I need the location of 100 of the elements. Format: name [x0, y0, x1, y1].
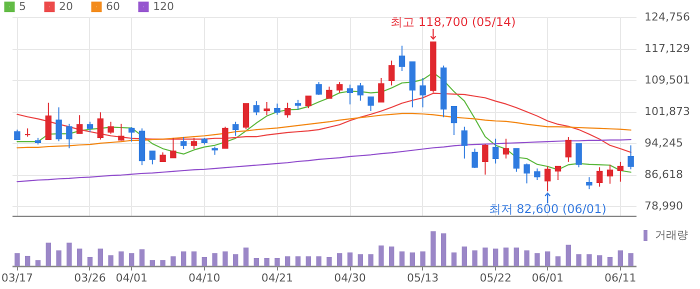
bar	[56, 250, 62, 266]
x-tick-label: 05/22	[480, 272, 512, 284]
bar	[14, 253, 20, 266]
candlestick	[284, 102, 291, 118]
bar	[285, 256, 290, 266]
bar	[170, 256, 176, 266]
y-tick-label: 117,129	[644, 42, 690, 56]
x-tick-label: 04/21	[261, 272, 294, 284]
bar	[46, 242, 51, 266]
candlestick	[502, 138, 510, 160]
candlestick	[472, 148, 478, 169]
bar	[254, 258, 259, 266]
candlestick	[190, 137, 198, 150]
x-tick-label: 06/01	[532, 272, 564, 284]
candlestick	[482, 144, 488, 176]
bar	[233, 254, 238, 266]
y-tick-label: 109,501	[644, 74, 690, 87]
x-tick-label: 04/30	[334, 272, 366, 284]
candlestick	[368, 96, 374, 112]
bar	[368, 254, 374, 266]
candlestick	[149, 150, 156, 165]
candlestick	[576, 143, 582, 168]
bar	[306, 256, 311, 266]
annotation: 최저 82,600 (06/01)	[488, 202, 606, 216]
candlestick	[534, 168, 540, 181]
bar	[493, 248, 498, 266]
candlestick	[336, 82, 343, 94]
bar	[586, 254, 592, 266]
candlestick	[565, 136, 572, 162]
line-series	[16, 72, 632, 173]
x-tick-label: 05/13	[406, 272, 439, 284]
candlestick	[524, 163, 530, 184]
legend-label: 60	[106, 0, 120, 13]
candlestick	[554, 166, 562, 181]
legend-label: 5	[19, 0, 26, 13]
candlestick	[97, 112, 104, 140]
candlestick	[66, 123, 72, 149]
candlestick	[14, 129, 20, 140]
candlestick	[274, 103, 280, 116]
bar	[399, 251, 405, 266]
bar	[264, 258, 270, 266]
bar	[410, 252, 415, 266]
candlestick	[242, 103, 250, 130]
line-series	[16, 92, 632, 153]
candlestick	[118, 123, 124, 142]
bar	[98, 248, 103, 266]
bar	[118, 251, 124, 266]
candlestick	[45, 102, 52, 140]
y-tick-label: 78,990	[644, 200, 683, 213]
candlestick	[305, 96, 312, 109]
candlestick	[346, 84, 354, 105]
bar	[347, 252, 353, 266]
bar	[316, 256, 322, 266]
bar	[108, 255, 114, 266]
bar	[295, 256, 301, 266]
bar	[555, 256, 561, 266]
bar	[472, 250, 478, 266]
bar	[618, 250, 623, 266]
bar	[482, 248, 488, 266]
candlestick	[617, 161, 624, 182]
candlestick	[180, 136, 187, 150]
candlestick	[357, 82, 364, 102]
bar	[430, 231, 436, 266]
candlestick	[513, 148, 520, 172]
bar	[545, 251, 550, 266]
bar	[420, 251, 426, 266]
bar	[160, 260, 166, 266]
bar	[389, 246, 394, 266]
x-tick-label: 03/17	[1, 272, 34, 284]
candlestick	[398, 45, 406, 72]
candlestick	[461, 126, 468, 160]
candlestick	[76, 114, 83, 134]
bar	[35, 260, 41, 266]
annotation: 최고 118,700 (05/14)	[390, 15, 516, 30]
candlestick	[222, 126, 228, 149]
bar	[462, 246, 467, 266]
candlestick	[128, 126, 135, 142]
candlestick	[450, 106, 458, 136]
bar	[576, 254, 582, 266]
bar	[566, 244, 571, 266]
bar	[77, 248, 82, 266]
y-tick-label: 124,756	[644, 10, 690, 24]
candlestick	[56, 106, 62, 142]
bar	[628, 253, 634, 266]
y-tick-label: 86,618	[644, 168, 683, 182]
bar	[274, 258, 280, 266]
bar	[524, 250, 530, 266]
x-tick-label: 06/11	[604, 272, 636, 284]
bar	[326, 256, 332, 266]
bar	[150, 260, 155, 266]
bar	[129, 253, 134, 266]
bar	[503, 248, 509, 266]
candlestick	[492, 138, 499, 164]
x-tick-label: 04/01	[116, 272, 148, 284]
bar	[202, 256, 207, 266]
bar	[243, 248, 249, 266]
legend-label: 120	[153, 0, 174, 13]
bar	[451, 252, 457, 266]
bar	[597, 255, 602, 266]
candlestick	[86, 121, 94, 133]
